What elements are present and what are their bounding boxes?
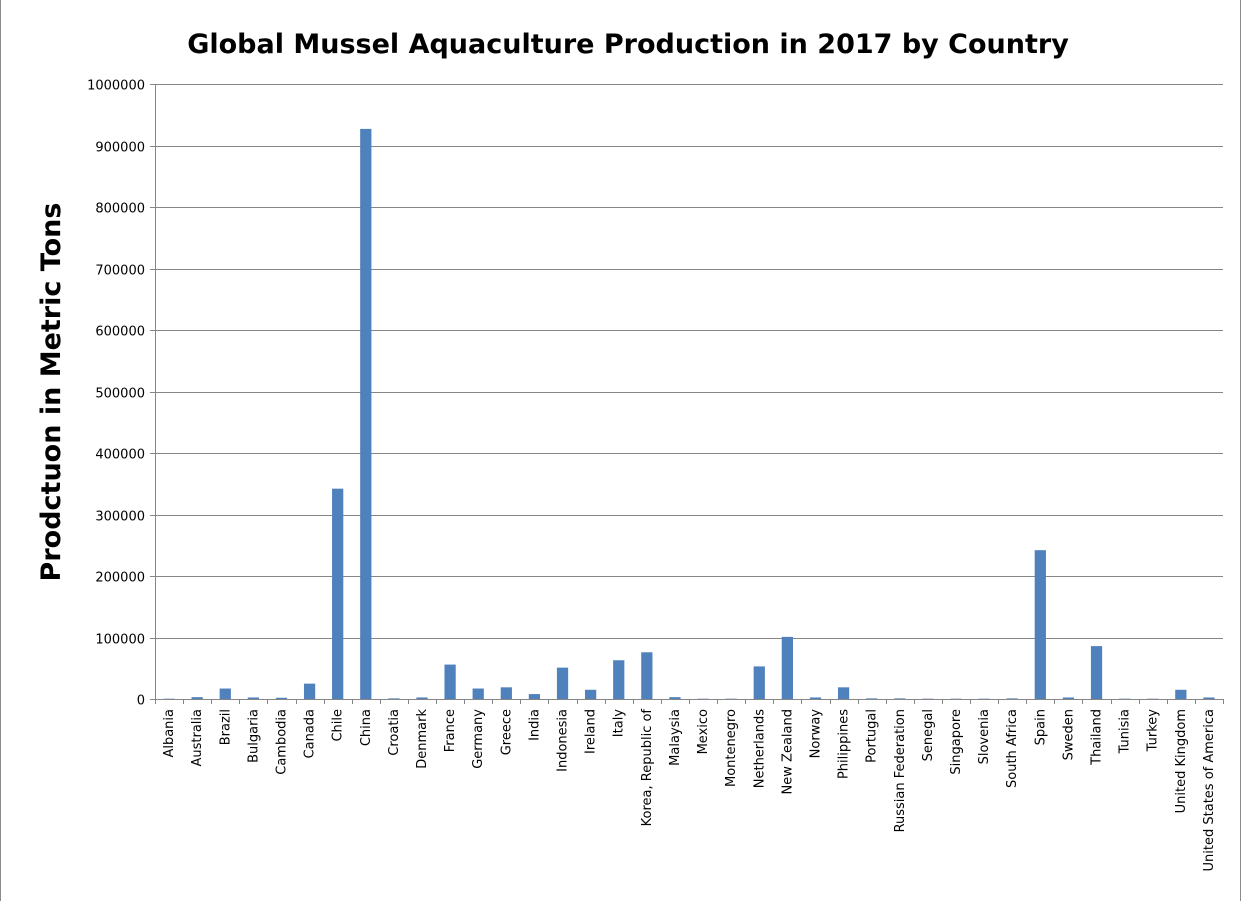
x-tick-label: Albania — [162, 709, 177, 758]
x-tick-label: Turkey — [1146, 709, 1161, 753]
y-tick-label: 900000 — [95, 141, 145, 156]
bar — [838, 687, 849, 699]
y-axis-ticks: 0 100000 200000 300000 400000 500000 600000 700… — [87, 79, 155, 709]
bar — [444, 665, 455, 699]
bars — [163, 129, 1214, 699]
bar — [754, 666, 765, 699]
x-tick-label: Indonesia — [556, 709, 571, 772]
x-tick-label: Spain — [1033, 709, 1048, 745]
x-tick-label: Brazil — [218, 709, 233, 745]
bar — [304, 684, 315, 699]
bar — [529, 694, 540, 699]
x-tick-label: China — [359, 709, 374, 746]
bar — [1203, 697, 1214, 699]
axes — [155, 84, 1223, 700]
x-tick-label: Mexico — [696, 709, 711, 754]
x-tick-label: Italy — [612, 709, 627, 738]
x-tick-label: Portugal — [865, 709, 880, 763]
y-axis-title: Prodctuon in Metric Tons — [36, 203, 67, 582]
x-tick-label: Germany — [471, 709, 486, 769]
bar — [416, 697, 427, 699]
y-tick-label: 500000 — [95, 387, 145, 402]
bar — [360, 129, 371, 699]
x-tick-label: Norway — [808, 709, 823, 759]
bar — [1175, 690, 1186, 699]
x-tick-label: France — [443, 709, 458, 752]
bar — [1091, 646, 1102, 699]
x-tick-label: Canada — [303, 709, 318, 758]
x-tick-label: New Zealand — [780, 709, 795, 794]
x-tick-label: Greece — [499, 709, 514, 755]
x-tick-label: Russian Federation — [893, 709, 908, 832]
x-tick-label: Cambodia — [274, 709, 289, 775]
x-tick-label: Thailand — [1090, 709, 1105, 766]
bar — [220, 689, 231, 699]
x-tick-label: Korea, Republic of — [640, 709, 655, 827]
x-tick-label: Croatia — [387, 709, 402, 756]
bar — [1063, 697, 1074, 699]
y-tick-label: 100000 — [95, 633, 145, 648]
x-tick-label: Singapore — [949, 709, 964, 775]
x-tick-label: Senegal — [921, 709, 936, 761]
x-tick-label: Netherlands — [752, 709, 767, 788]
x-tick-label: Ireland — [584, 709, 599, 754]
bar — [894, 698, 905, 699]
x-tick-label: United Kingdom — [1174, 709, 1189, 813]
bar — [641, 652, 652, 699]
y-tick-label: 400000 — [95, 448, 145, 463]
bar — [557, 668, 568, 699]
y-tick-label: 200000 — [95, 571, 145, 586]
x-tick-label: Denmark — [415, 709, 430, 769]
y-tick-label: 600000 — [95, 325, 145, 340]
y-tick-label: 300000 — [95, 510, 145, 525]
bar — [866, 698, 877, 699]
x-tick-label: India — [527, 709, 542, 741]
gridlines — [155, 85, 1223, 639]
bar — [1007, 698, 1018, 699]
y-tick-label: 0 — [137, 694, 145, 709]
bar — [613, 660, 624, 699]
x-tick-label: Slovenia — [977, 709, 992, 764]
y-tick-label: 800000 — [95, 202, 145, 217]
x-tick-label: Philippines — [837, 709, 852, 779]
bar — [669, 697, 680, 699]
bar — [501, 687, 512, 699]
x-tick-label: United States of America — [1202, 709, 1217, 871]
bar — [248, 697, 259, 699]
x-tick-label: Australia — [190, 709, 205, 767]
x-axis-ticks: Albania Australia Brazil Bulgaria Cambodia Ca… — [156, 699, 1224, 871]
bar — [276, 698, 287, 699]
bar — [585, 690, 596, 699]
y-tick-label: 1000000 — [87, 79, 145, 94]
chart-title: Global Mussel Aquaculture Production in … — [187, 29, 1069, 60]
x-tick-label: Tunisia — [1118, 709, 1133, 754]
x-tick-label: Chile — [331, 709, 346, 742]
x-tick-label: South Africa — [1005, 709, 1020, 788]
bar — [192, 697, 203, 699]
x-tick-label: Sweden — [1061, 709, 1076, 760]
bar — [1035, 550, 1046, 699]
x-tick-label: Malaysia — [668, 709, 683, 766]
bar — [810, 697, 821, 699]
x-tick-label: Montenegro — [724, 709, 739, 787]
bar — [388, 698, 399, 699]
x-tick-label: Bulgaria — [246, 709, 261, 763]
bar — [332, 489, 343, 699]
bar — [782, 637, 793, 699]
y-tick-label: 700000 — [95, 264, 145, 279]
bar — [473, 689, 484, 699]
